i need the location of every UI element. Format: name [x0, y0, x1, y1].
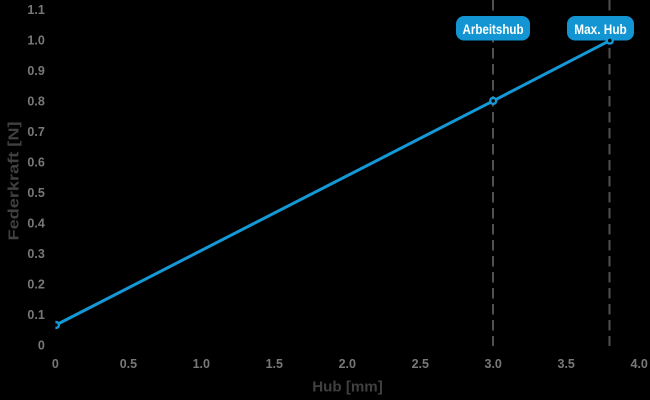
svg-text:2.5: 2.5 — [412, 357, 429, 371]
svg-text:0.2: 0.2 — [27, 277, 44, 291]
svg-text:0.5: 0.5 — [27, 186, 44, 200]
svg-text:0.1: 0.1 — [27, 308, 44, 322]
svg-text:1.0: 1.0 — [193, 357, 210, 371]
svg-text:0.8: 0.8 — [27, 95, 44, 109]
svg-text:2.0: 2.0 — [339, 357, 356, 371]
svg-text:1.1: 1.1 — [27, 3, 44, 17]
svg-text:0.5: 0.5 — [120, 357, 137, 371]
svg-text:0.4: 0.4 — [27, 217, 44, 231]
svg-text:0.9: 0.9 — [27, 64, 44, 78]
svg-text:Arbeitshub: Arbeitshub — [463, 21, 524, 37]
svg-text:0.3: 0.3 — [27, 247, 44, 261]
svg-text:Federkraft [N]: Federkraft [N] — [6, 122, 23, 241]
svg-text:1.5: 1.5 — [266, 357, 283, 371]
svg-text:3.5: 3.5 — [558, 357, 575, 371]
svg-text:Hub [mm]: Hub [mm] — [312, 379, 383, 396]
svg-text:0.7: 0.7 — [27, 125, 44, 139]
svg-text:0: 0 — [38, 338, 45, 352]
svg-text:Max. Hub: Max. Hub — [574, 21, 627, 37]
svg-text:0: 0 — [52, 357, 59, 371]
svg-text:0.6: 0.6 — [27, 156, 44, 170]
svg-text:4.0: 4.0 — [631, 357, 648, 371]
svg-text:3.0: 3.0 — [485, 357, 502, 371]
svg-text:1.0: 1.0 — [27, 34, 44, 48]
